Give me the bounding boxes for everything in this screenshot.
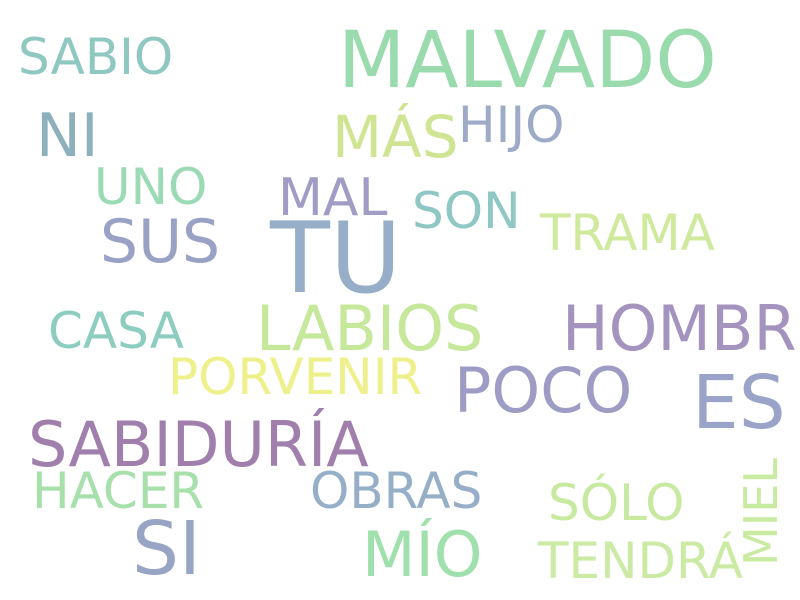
word-mal: MAL <box>278 168 388 228</box>
word-miel: MIEL <box>734 458 788 566</box>
word-malvado: MALVADO <box>338 16 717 106</box>
word-solo: SÓLO <box>548 474 685 532</box>
word-casa: CASA <box>48 302 184 360</box>
word-si: SI <box>132 506 201 592</box>
word-es: ES <box>692 360 786 446</box>
word-sabiduria: SABIDURÍA <box>28 408 369 481</box>
word-hombre: HOMBRE <box>562 292 800 365</box>
word-tendra: TENDRÁ <box>538 532 743 590</box>
word-obras: OBRAS <box>310 462 483 520</box>
word-sus: SUS <box>100 207 221 277</box>
word-labios: LABIOS <box>256 292 484 365</box>
word-hacer: HACER <box>32 462 205 520</box>
word-sabio: SABIO <box>18 28 174 86</box>
word-tu: TU <box>270 202 402 316</box>
word-ni: NI <box>36 101 99 171</box>
word-mio: MÍO <box>362 518 483 591</box>
word-son: SON <box>412 182 521 240</box>
word-hijo: HIJO <box>458 96 565 154</box>
word-porvenir: PORVENIR <box>168 348 423 406</box>
word-mas: MÁS <box>332 103 459 171</box>
word-uno: UNO <box>94 158 208 216</box>
word-trama: TRAMA <box>540 204 715 262</box>
word-poco: POCO <box>454 354 633 427</box>
